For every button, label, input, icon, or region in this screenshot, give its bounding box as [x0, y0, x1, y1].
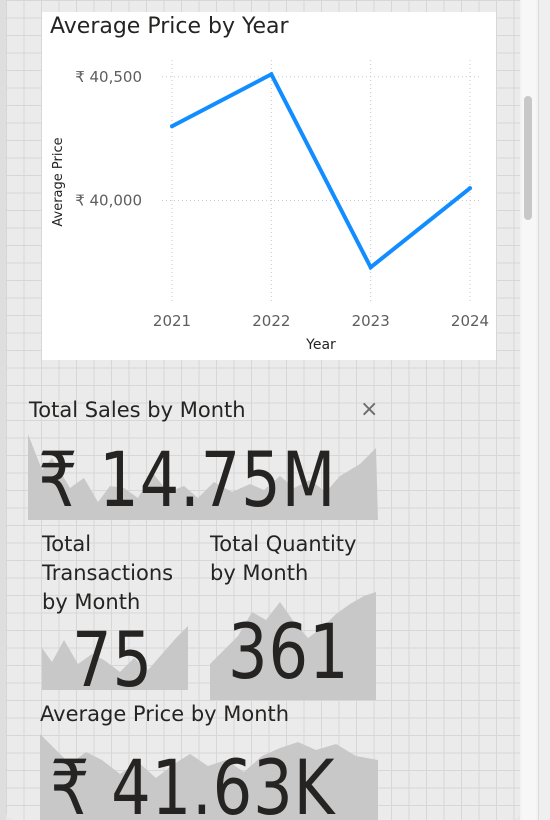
card-value: 75: [72, 615, 153, 704]
series-line-average-price[interactable]: [171, 71, 472, 271]
scrollbar-thumb[interactable]: [524, 96, 532, 220]
x-tick-label: 2022: [252, 312, 290, 330]
y-axis: ₹ 40,000 ₹ 40,500: [75, 68, 142, 210]
x-axis-label: Year: [305, 337, 336, 353]
card-title-line-1: Total: [42, 532, 92, 556]
chart-gridlines: [162, 60, 482, 302]
data-point-2024[interactable]: [468, 186, 472, 191]
card-value: ₹ 14.75M: [38, 435, 337, 524]
pane-edge: [538, 0, 550, 820]
line-chart-visual[interactable]: ₹ 40,000 ₹ 40,500 2021 2022 2023 2024 Averag…: [42, 12, 496, 360]
data-point-2023[interactable]: [368, 265, 373, 270]
card-title-line-3: by Month: [42, 590, 141, 614]
card-title: Total Sales by Month: [29, 398, 246, 422]
card-title-line-2: Transactions: [42, 561, 174, 585]
y-tick-label: ₹ 40,000: [75, 192, 142, 210]
x-tick-label: 2024: [451, 312, 489, 330]
card-title-line-1: Total Quantity: [210, 532, 357, 556]
quantity-sparkline: [210, 592, 376, 700]
total-sales-card[interactable]: Total Sales by Month × ₹ 14.75M: [22, 394, 384, 526]
report-margin-left: [0, 0, 6, 820]
average-price-card[interactable]: Average Price by Month ₹ 41.63K: [38, 700, 384, 820]
x-tick-label: 2023: [352, 312, 390, 330]
x-axis: 2021 2022 2023 2024: [153, 312, 489, 330]
y-tick-label: ₹ 40,500: [75, 68, 142, 86]
sales-sparkline: [28, 434, 378, 520]
card-title-line-2: by Month: [210, 561, 309, 585]
chart-title: Average Price by Year: [50, 14, 289, 39]
close-icon[interactable]: ×: [360, 397, 379, 422]
total-quantity-card[interactable]: Total Quantity by Month 361: [206, 530, 378, 702]
card-title: Average Price by Month: [40, 702, 290, 726]
line-chart-svg: ₹ 40,000 ₹ 40,500 2021 2022 2023 2024 Averag…: [51, 60, 489, 353]
data-point-2021[interactable]: [170, 124, 174, 129]
data-point-2022[interactable]: [269, 72, 274, 77]
transactions-sparkline: [42, 626, 188, 690]
y-axis-label: Average Price: [51, 137, 66, 226]
average-price-sparkline: [40, 734, 378, 820]
card-value: 361: [228, 607, 350, 696]
series-points: [170, 72, 472, 270]
total-transactions-card[interactable]: Total Transactions by Month 75: [38, 530, 190, 698]
card-value: ₹ 41.63K: [50, 743, 336, 820]
x-tick-label: 2021: [153, 312, 191, 330]
